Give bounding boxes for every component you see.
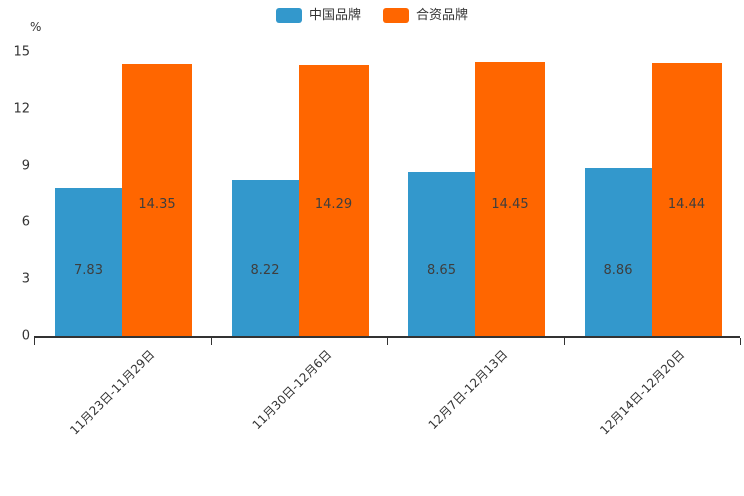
x-axis-tick-0 (34, 338, 35, 345)
legend-item-china-brand[interactable]: 中国品牌 (275, 8, 361, 23)
y-axis-tick-0: 0 (21, 328, 30, 344)
bar-joint-venture-brand-1[interactable]: 14.29 (298, 65, 369, 336)
x-axis-tick-2 (387, 338, 388, 345)
bar-joint-venture-brand-3[interactable]: 14.44 (651, 62, 722, 336)
legend-label-china-brand: 中国品牌 (308, 8, 361, 23)
bar-value-label: 8.86 (603, 263, 633, 278)
bar-value-label: 8.65 (427, 263, 456, 278)
bar-china-brand-3[interactable]: 8.86 (584, 168, 652, 336)
bar-value-label: 14.29 (314, 197, 353, 212)
y-axis-tick-6: 6 (21, 214, 30, 230)
bar-joint-venture-brand-2[interactable]: 14.45 (475, 62, 545, 336)
bar-value-label: 7.83 (74, 263, 103, 278)
bar-china-brand-2[interactable]: 8.65 (408, 172, 475, 336)
y-axis-tick-3: 3 (21, 271, 30, 287)
y-axis-unit-label: % (30, 20, 42, 34)
bar-value-label: 14.35 (138, 197, 176, 212)
x-axis-line (34, 336, 740, 338)
y-axis-tick-9: 9 (21, 158, 30, 174)
legend-swatch-joint-venture-brand (383, 8, 409, 23)
legend-item-joint-venture-brand[interactable]: 合资品牌 (383, 8, 468, 23)
x-axis-tick-1 (211, 338, 212, 345)
bar-china-brand-1[interactable]: 8.22 (231, 180, 299, 336)
legend-label-joint-venture-brand: 合资品牌 (416, 8, 469, 23)
bar-value-label: 8.22 (250, 263, 280, 278)
bar-joint-venture-brand-0[interactable]: 14.35 (122, 64, 192, 336)
chart-legend: 中国品牌 合资品牌 (0, 8, 744, 23)
bar-china-brand-0[interactable]: 7.83 (55, 187, 122, 336)
bar-value-label: 14.44 (667, 197, 706, 212)
bar-value-label: 14.45 (491, 197, 529, 212)
y-axis-tick-15: 15 (13, 44, 30, 60)
y-axis-tick-labels: 15 12 9 6 3 0 (0, 0, 30, 496)
y-axis-tick-12: 12 (13, 101, 30, 117)
x-axis-tick-3 (564, 338, 565, 345)
x-axis-tick-end (740, 338, 741, 345)
legend-swatch-china-brand (275, 8, 302, 23)
